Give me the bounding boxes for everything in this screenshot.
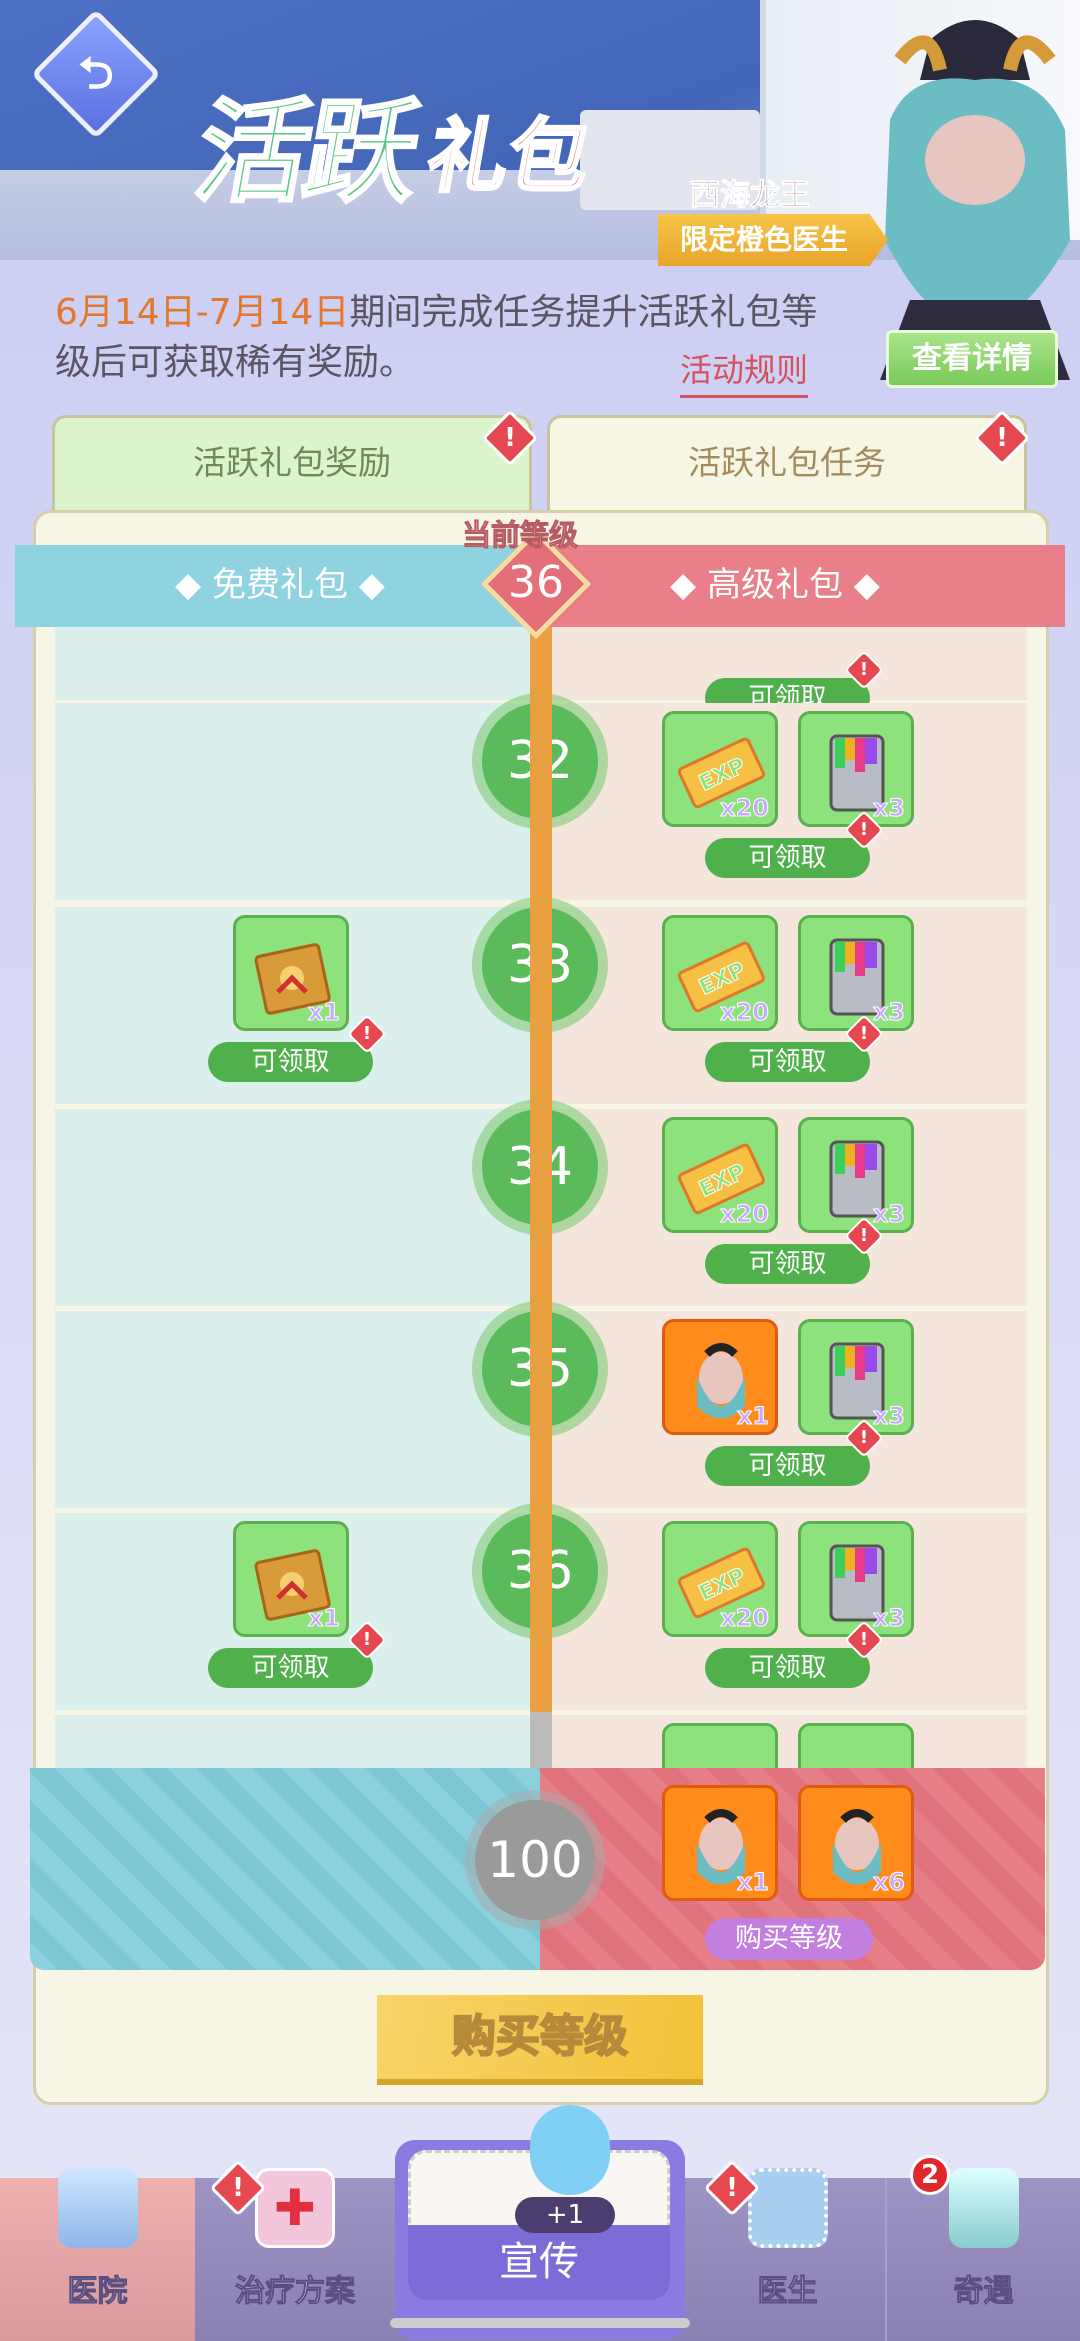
home-indicator[interactable] bbox=[390, 2318, 690, 2328]
reward-item-paint-bucket[interactable]: x3 bbox=[798, 1117, 914, 1233]
premium-track-header bbox=[540, 545, 1065, 627]
item-quantity: x1 bbox=[736, 1868, 769, 1897]
view-details-button[interactable]: 查看详情 bbox=[886, 330, 1058, 388]
item-quantity: x3 bbox=[872, 998, 905, 1027]
reward-item-paint-bucket[interactable]: x3 bbox=[798, 915, 914, 1031]
reward-item-paint-bucket[interactable]: x3 bbox=[798, 1319, 914, 1435]
nav-treatment[interactable]: ✚ 治疗方案 bbox=[195, 2168, 395, 2341]
tab-tasks[interactable]: 活跃礼包任务 bbox=[547, 415, 1027, 525]
item-quantity: x6 bbox=[872, 1868, 905, 1897]
tab-tasks-label: 活跃礼包任务 bbox=[688, 443, 886, 482]
rules-link[interactable]: 活动规则 bbox=[680, 345, 809, 398]
premium-track-label: ◆ 高级礼包 ◆ bbox=[670, 565, 880, 605]
medical-kit-icon: ✚ bbox=[255, 2168, 335, 2248]
level-track bbox=[530, 625, 552, 1768]
free-reward-cell bbox=[55, 703, 530, 900]
hospital-building-icon bbox=[948, 2168, 1019, 2248]
reward-item-exp-ticket[interactable]: EXP x20 bbox=[662, 1117, 778, 1233]
reward-list[interactable]: 可领取!32EXPx20x3可领取!33x1可领取!EXPx20x3可领取!34… bbox=[55, 625, 1027, 1768]
premium-claim-button[interactable]: 可领取! bbox=[705, 810, 884, 878]
back-arrow-icon: ⮌ bbox=[78, 48, 114, 99]
level-circle-100: 100 bbox=[475, 1800, 595, 1920]
tab-rewards-label: 活跃礼包奖励 bbox=[193, 443, 391, 482]
premium-claim-button[interactable]: 可领取! bbox=[705, 1418, 884, 1486]
current-level-label: 当前等级 bbox=[461, 518, 579, 553]
free-claim-button[interactable]: 可领取! bbox=[208, 1620, 387, 1688]
current-level-value: 36 bbox=[508, 557, 564, 608]
event-date-range: 6月14日-7月14日 bbox=[55, 292, 350, 333]
page-title-part2: 礼包 bbox=[419, 109, 598, 205]
hero-rarity-badge: 限定橙色医生 bbox=[658, 214, 888, 266]
free-claim-button[interactable]: 可领取! bbox=[208, 1014, 387, 1082]
item-quantity: x20 bbox=[720, 794, 770, 823]
reward-item-paint-bucket[interactable]: x3 bbox=[798, 1521, 914, 1637]
nav-doctor[interactable]: 医生 bbox=[690, 2168, 885, 2341]
final-reward-dragon-king-fragment[interactable]: x6 bbox=[798, 1785, 914, 1901]
hospital-pipe-icon bbox=[57, 2168, 138, 2248]
doctor-stamp-icon bbox=[747, 2168, 828, 2248]
banner-desk bbox=[580, 110, 760, 210]
buy-level-small-button[interactable]: 购买等级 bbox=[705, 1918, 873, 1960]
nav-promotion-label: 宣传 bbox=[408, 2225, 670, 2300]
item-quantity: x20 bbox=[720, 998, 770, 1027]
final-reward-dragon-king-card[interactable]: x1 bbox=[662, 1785, 778, 1901]
event-description-text: 期间完成任务提升活跃礼包等级后可获取稀有奖励。 bbox=[55, 292, 818, 383]
nav-hospital[interactable]: 医院 bbox=[0, 2168, 195, 2341]
item-quantity: x1 bbox=[736, 1402, 769, 1431]
promotion-count-badge: +1 bbox=[515, 2197, 615, 2233]
free-track-header bbox=[15, 545, 540, 627]
page-title-part1: 活跃 bbox=[185, 87, 427, 220]
buy-level-button[interactable]: 购买等级 bbox=[377, 1995, 703, 2085]
item-quantity: x1 bbox=[307, 1604, 340, 1633]
mascot-crown-icon bbox=[530, 2105, 610, 2195]
event-description: 6月14日-7月14日期间完成任务提升活跃礼包等级后可获取稀有奖励。 bbox=[55, 288, 845, 388]
item-quantity: x3 bbox=[872, 1402, 905, 1431]
reward-item-exp-ticket[interactable]: EXP x20 bbox=[662, 915, 778, 1031]
reward-item-gift-box[interactable]: x1 bbox=[233, 915, 349, 1031]
tab-rewards[interactable]: 活跃礼包奖励 bbox=[52, 415, 532, 525]
reward-row bbox=[55, 1715, 1027, 1768]
item-quantity: x1 bbox=[307, 998, 340, 1027]
hero-name: 西海龙王 bbox=[690, 178, 811, 214]
premium-claim-button[interactable]: 可领取! bbox=[705, 1620, 884, 1688]
premium-claim-button[interactable]: 可领取! bbox=[705, 1014, 884, 1082]
level-track-locked bbox=[530, 1712, 552, 1772]
free-reward-cell bbox=[55, 1109, 530, 1306]
reward-row: 34EXPx20x3可领取! bbox=[55, 1109, 1027, 1306]
reward-item-dragon-king-card[interactable]: x1 bbox=[662, 1319, 778, 1435]
item-quantity: x20 bbox=[720, 1200, 770, 1229]
free-track-label: ◆ 免费礼包 ◆ bbox=[175, 565, 385, 605]
item-quantity: x20 bbox=[720, 1604, 770, 1633]
final-free-area bbox=[30, 1768, 540, 1970]
dragon-king-portrait bbox=[880, 20, 1070, 380]
item-quantity: x3 bbox=[872, 794, 905, 823]
nav-adventure[interactable]: 奇遇 bbox=[885, 2168, 1080, 2341]
reward-item-exp-ticket[interactable]: EXP x20 bbox=[662, 711, 778, 827]
premium-claim-button[interactable]: 可领取! bbox=[705, 1216, 884, 1284]
notification-count-badge: 2 bbox=[910, 2155, 950, 2195]
item-quantity: x3 bbox=[872, 1604, 905, 1633]
reward-item-paint-bucket[interactable]: x3 bbox=[798, 711, 914, 827]
free-reward-cell bbox=[55, 1311, 530, 1508]
reward-row: 可领取! bbox=[55, 625, 1027, 718]
item-quantity: x3 bbox=[872, 1200, 905, 1229]
reward-item-exp-ticket[interactable]: EXP x20 bbox=[662, 1521, 778, 1637]
reward-row: 35x1x3可领取! bbox=[55, 1311, 1027, 1508]
reward-item-gift-box[interactable]: x1 bbox=[233, 1521, 349, 1637]
